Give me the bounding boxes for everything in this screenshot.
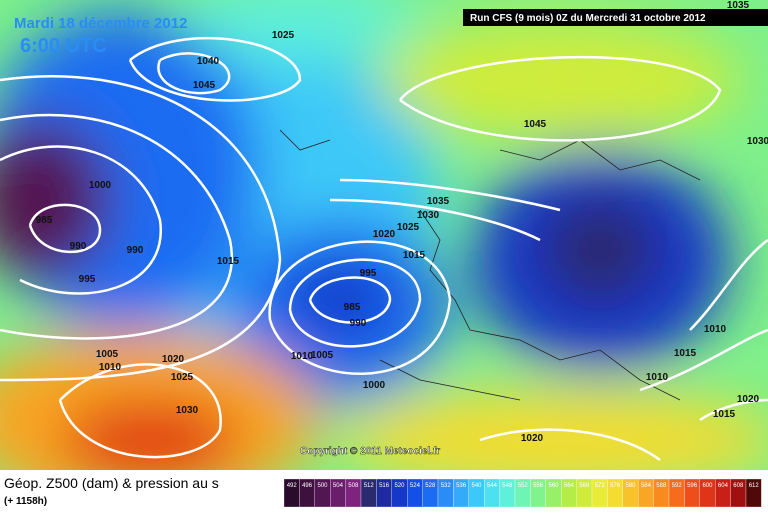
isobar-label: 1010 (99, 362, 122, 373)
isobar-label: 990 (127, 245, 144, 256)
scale-label: 596 (687, 483, 698, 489)
isobar-label: 1030 (417, 210, 440, 221)
map-time: 6:00 UTC (20, 35, 107, 57)
scale-label: 572 (595, 483, 606, 489)
isobar-label: 1020 (521, 433, 544, 444)
isobar-label: 1045 (193, 80, 216, 91)
isobar-label: 1020 (737, 394, 760, 405)
scale-label: 504 (333, 483, 344, 489)
scale-label: 576 (610, 483, 621, 489)
isobar-label: 1005 (311, 350, 334, 361)
scale-label: 580 (625, 483, 636, 489)
isobar-label: 1045 (524, 119, 547, 130)
scale-label: 500 (317, 483, 328, 489)
isobar-label: 1015 (713, 409, 736, 420)
isobar-label: 1010 (704, 324, 727, 335)
isobar-label: 995 (360, 268, 377, 279)
map-date: Mardi 18 décembre 2012 (14, 15, 187, 32)
scale-label: 612 (749, 483, 760, 489)
scale-label: 600 (702, 483, 713, 489)
isobar-label: 985 (344, 302, 361, 313)
scale-label: 540 (471, 483, 482, 489)
isobar-label: 1030 (176, 405, 199, 416)
isobar-label: 1025 (272, 30, 295, 41)
isobar-label: 1010 (646, 372, 669, 383)
scale-label: 492 (287, 483, 298, 489)
scale-label: 584 (641, 483, 652, 489)
isobar-label: 1040 (197, 56, 220, 67)
isobar-label: 1035 (727, 0, 750, 11)
isobar-label: 1030 (747, 136, 768, 147)
isobar-label: 1010 (291, 351, 314, 362)
scale-label: 608 (733, 483, 744, 489)
isobar-label: 1020 (162, 354, 185, 365)
scale-label: 536 (456, 483, 467, 489)
isobar-label: 990 (70, 241, 87, 252)
scale-label: 552 (518, 483, 529, 489)
scale-label: 592 (672, 483, 683, 489)
scale-label: 528 (425, 483, 436, 489)
scale-label: 516 (379, 483, 390, 489)
scale-label: 524 (410, 483, 421, 489)
scale-label: 496 (302, 483, 313, 489)
scale-label: 544 (487, 483, 498, 489)
run-banner (463, 9, 768, 26)
scale-label: 548 (502, 483, 513, 489)
isobar-label: 1025 (171, 372, 194, 383)
isobar-label: 990 (350, 318, 367, 329)
isobar-label: 1015 (674, 348, 697, 359)
footer-caption: Géop. Z500 (dam) & pression au s (4, 475, 219, 491)
color-scale: 492 496 500 504 508 512 516 520 524 528 532 536 540 5… (283, 478, 762, 508)
scale-label: 560 (548, 483, 559, 489)
isobar-label: 1000 (89, 180, 112, 191)
isobar-label: 1000 (363, 380, 386, 391)
scale-label: 532 (441, 483, 452, 489)
isobar-label: 985 (36, 215, 53, 226)
isobar-label: 1020 (373, 229, 396, 240)
scale-label: 604 (718, 483, 729, 489)
scale-label: 568 (579, 483, 590, 489)
run-info: Run CFS (9 mois) 0Z du Mercredi 31 octob… (470, 13, 706, 24)
isobar-label: 995 (79, 274, 96, 285)
copyright: Copyright © 2011 Meteociel.fr (300, 446, 440, 457)
forecast-hour: (+ 1158h) (4, 496, 47, 507)
scale-label: 512 (364, 483, 375, 489)
isobar-labels: 1035 1025 1040 1045 1045 1030 1000 985 990 990 995… (36, 0, 768, 444)
isobars (0, 36, 768, 462)
scale-swatch (745, 478, 762, 508)
coastlines (279, 129, 701, 401)
isobar-label: 1035 (427, 196, 450, 207)
scale-label: 588 (656, 483, 667, 489)
scale-label: 564 (564, 483, 575, 489)
isobar-label: 1015 (403, 250, 426, 261)
scale-label: 520 (394, 483, 405, 489)
isobar-label: 1025 (397, 222, 420, 233)
scale-label: 556 (533, 483, 544, 489)
isobar-label: 1005 (96, 349, 119, 360)
scale-label: 508 (348, 483, 359, 489)
isobar-label: 1015 (217, 256, 240, 267)
